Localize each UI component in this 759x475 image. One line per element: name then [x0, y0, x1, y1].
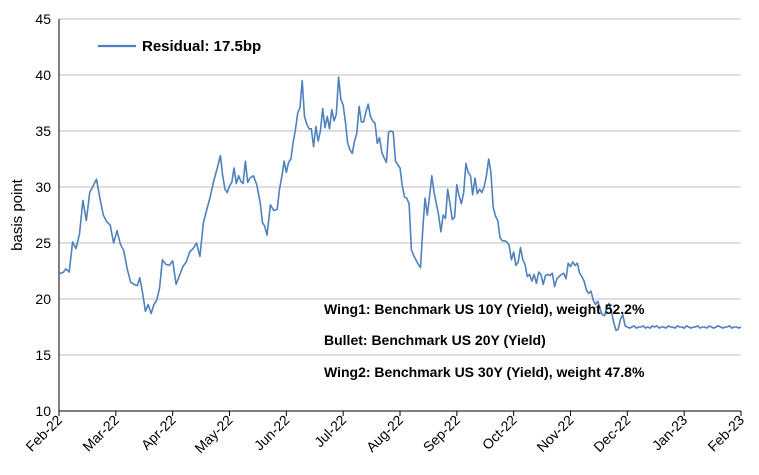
annotations: Wing1: Benchmark US 10Y (Yield), weight …	[324, 301, 645, 380]
annotation-wing1: Wing1: Benchmark US 10Y (Yield), weight …	[324, 301, 645, 317]
y-tick-label: 35	[35, 123, 51, 139]
legend-label: Residual: 17.5bp	[142, 38, 261, 55]
y-tick-label: 30	[35, 179, 51, 195]
annotation-bullet: Bullet: Benchmark US 20Y (Yield)	[324, 332, 546, 348]
series-line-residual	[59, 76, 742, 332]
y-tick-label: 15	[35, 347, 51, 363]
y-tick-label: 45	[35, 11, 51, 27]
gridlines	[59, 18, 741, 412]
series-group	[59, 76, 742, 332]
legend: Residual: 17.5bp	[98, 38, 261, 55]
y-tick-label: 10	[35, 403, 51, 419]
y-tick-labels: 10 15 20 25 30 35 40 45	[35, 11, 51, 419]
annotation-wing2: Wing2: Benchmark US 30Y (Yield), weight …	[324, 364, 645, 380]
y-tick-label: 40	[35, 67, 51, 83]
x-axis	[58, 19, 742, 416]
y-tick-label: 25	[35, 235, 51, 251]
y-axis-title: basis point	[9, 178, 26, 251]
y-tick-label: 20	[35, 291, 51, 307]
